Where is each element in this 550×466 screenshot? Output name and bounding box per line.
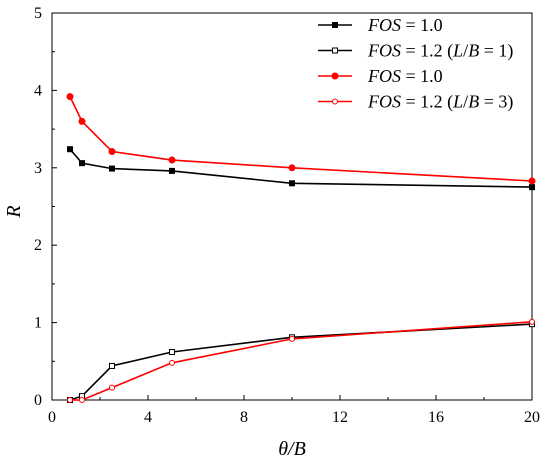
y-tick-label: 3	[34, 160, 42, 177]
data-point	[169, 167, 175, 174]
x-tick-label: 0	[48, 409, 56, 426]
legend-entry: FOS = 1.0	[318, 15, 443, 35]
data-point	[529, 318, 535, 325]
data-point	[288, 164, 296, 172]
y-tick-label: 4	[34, 82, 42, 99]
series-4	[67, 318, 535, 403]
x-axis-label: θ/B	[278, 438, 306, 460]
series-3	[66, 93, 536, 185]
data-point	[78, 117, 86, 125]
y-tick-label: 0	[34, 392, 42, 409]
legend-label: FOS = 1.2 (L/B = 3)	[367, 92, 513, 113]
data-point	[528, 177, 536, 185]
x-tick-label: 16	[428, 409, 444, 426]
data-point	[169, 359, 175, 366]
data-point	[108, 148, 116, 156]
data-point	[67, 397, 73, 403]
legend-label: FOS = 1.2 (L/B = 1)	[367, 41, 513, 62]
data-point	[109, 165, 115, 172]
data-point	[331, 72, 339, 80]
legend-entry: FOS = 1.0	[318, 66, 443, 86]
y-axis: 0 1 2 3 4 5	[34, 5, 57, 409]
data-point	[109, 384, 115, 391]
y-axis-label: R	[3, 205, 25, 218]
y-tick-label: 1	[34, 315, 42, 332]
series-line	[69, 96, 533, 182]
legend-label: FOS = 1.0	[367, 66, 443, 86]
data-point	[66, 93, 74, 101]
data-point	[332, 98, 338, 105]
data-point	[109, 362, 115, 369]
data-point	[169, 349, 175, 356]
x-tick-label: 12	[332, 409, 348, 426]
x-tick-label: 4	[144, 409, 152, 426]
legend-entry: FOS = 1.2 (L/B = 1)	[318, 41, 513, 62]
x-axis: 0 4 8 12 16 20	[48, 395, 540, 426]
data-point	[289, 180, 295, 187]
data-point	[332, 47, 338, 54]
data-point	[168, 156, 176, 164]
data-point	[79, 397, 85, 403]
data-point	[79, 160, 85, 167]
y-tick-label: 2	[34, 237, 42, 254]
series-2	[67, 321, 535, 403]
series-line	[69, 323, 533, 401]
x-tick-label: 20	[524, 409, 540, 426]
data-point	[529, 184, 535, 191]
legend-label: FOS = 1.0	[367, 15, 443, 35]
legend-entry: FOS = 1.2 (L/B = 3)	[318, 92, 513, 113]
plot-frame	[51, 12, 533, 401]
series-layer	[66, 93, 536, 403]
series-1	[67, 146, 535, 191]
series-line	[70, 321, 533, 401]
data-point	[67, 146, 73, 153]
x-tick-label: 8	[240, 409, 248, 426]
data-point	[332, 22, 338, 28]
y-tick-label: 5	[34, 5, 42, 22]
data-point	[289, 335, 295, 342]
legend: FOS = 1.0 FOS = 1.2 (L/B = 1) FOS = 1.0 FOS…	[318, 15, 513, 113]
